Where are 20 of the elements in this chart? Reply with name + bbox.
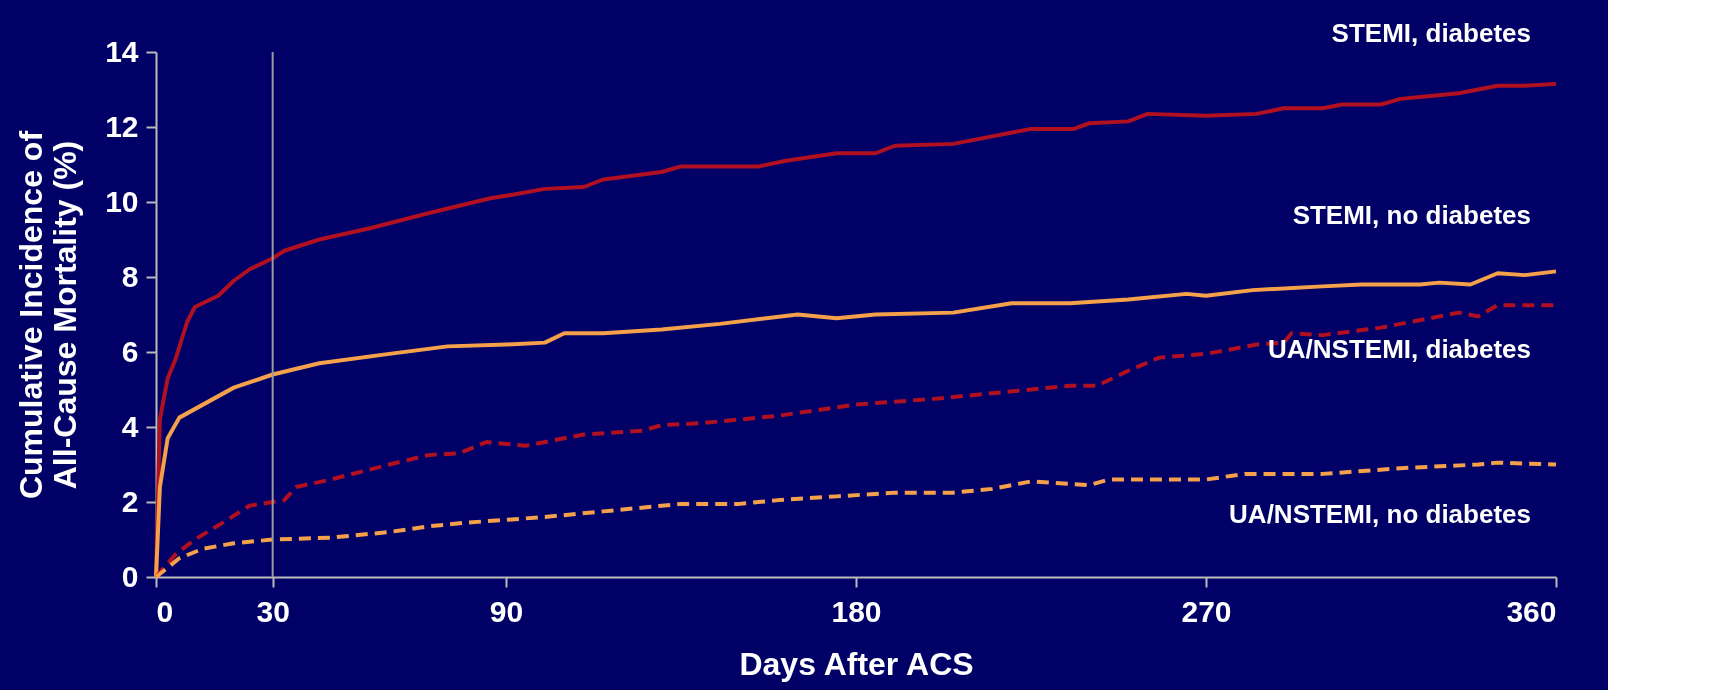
series-label: UA/NSTEMI, diabetes bbox=[1268, 334, 1531, 365]
y-tick-label: 4 bbox=[121, 409, 139, 443]
x-tick-label: 270 bbox=[1181, 594, 1232, 628]
series-label: UA/NSTEMI, no diabetes bbox=[1229, 498, 1531, 529]
x-tick-label: 90 bbox=[489, 594, 524, 628]
x-tick-label: 30 bbox=[256, 594, 290, 628]
series-label: STEMI, no diabetes bbox=[1292, 200, 1531, 231]
y-tick-label: 2 bbox=[121, 484, 139, 518]
x-axis-title: Days After ACS bbox=[739, 645, 974, 682]
y-axis-title: Cumulative Incidence of All-Cause Mortality (%) bbox=[13, 130, 84, 500]
x-tick-label: 0 bbox=[156, 594, 174, 628]
y-tick-label: 0 bbox=[121, 559, 139, 593]
y-tick-label: 14 bbox=[105, 34, 139, 68]
series-label: STEMI, diabetes bbox=[1331, 17, 1531, 48]
x-tick-label: 180 bbox=[831, 594, 882, 628]
y-tick-label: 12 bbox=[105, 109, 139, 143]
y-tick-label: 10 bbox=[105, 184, 139, 218]
x-tick-label: 360 bbox=[1506, 594, 1557, 628]
y-tick-label: 8 bbox=[121, 259, 139, 293]
y-tick-label: 6 bbox=[121, 334, 139, 368]
